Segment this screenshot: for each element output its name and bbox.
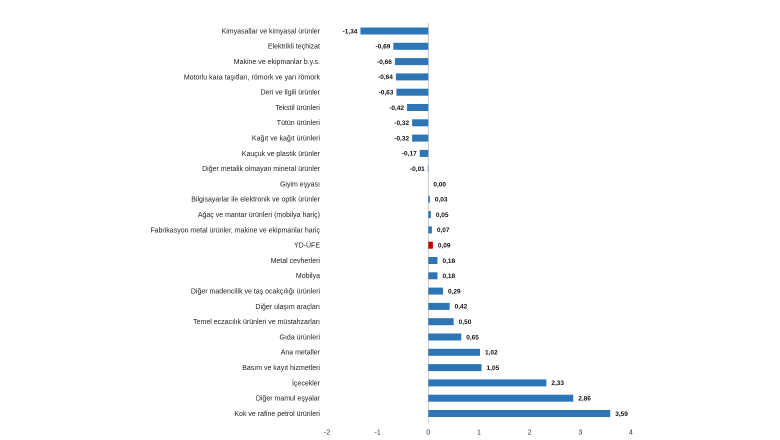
value-label: -0,63 [379,90,394,97]
category-label: Mobilya [296,273,320,280]
value-label: 0,18 [442,258,455,265]
bar-12 [428,195,430,203]
x-tick-label: 2 [528,430,532,437]
value-label: -0,42 [389,105,404,112]
category-label: Deri ve ilgili ürünler [260,90,320,97]
bar-4 [395,73,429,81]
category-label: Fabrikasyon metal ürünler, makine ve eki… [150,227,320,234]
bar-8 [412,134,429,142]
category-label: Giyim eşyası [280,181,320,188]
x-tick-label: -2 [324,430,330,437]
category-label: Ağaç ve mantar ürünleri (mobilya hariç) [198,212,320,219]
category-label: Gıda ürünleri [280,334,321,341]
bar-9 [419,149,429,157]
x-tick-label: -1 [375,430,381,437]
value-label: 0,03 [435,197,448,204]
value-label: -0,01 [410,166,425,173]
category-label: Makine ve ekipmanlar b.y.s. [234,59,320,66]
bar-5 [396,88,429,96]
value-label: 2,86 [578,396,591,403]
bar-13 [428,211,431,219]
category-label: Kağıt ve kağıt ürünleri [252,136,321,143]
value-label: -1,34 [343,28,358,35]
bar-21 [428,333,462,341]
category-label: Ana metaller [281,350,321,357]
value-label: -0,69 [376,44,391,51]
value-label: -0,17 [402,151,417,158]
bar-14 [428,226,432,234]
category-label: Kok ve rafine petrol ürünleri [234,411,320,418]
value-label: 0,50 [459,319,472,326]
value-label: 0,29 [448,288,461,295]
value-label: 0,42 [455,304,468,311]
category-labels-group: Kimyasallar ve kimyasal ürünler Elektrikl… [150,28,321,418]
x-tick-label: 1 [477,430,481,437]
bar-15 [428,241,433,249]
category-label: Diğer metalik olmayan mineral ürünler [202,166,321,173]
bar-26 [428,410,611,417]
value-label: -0,32 [394,120,409,127]
category-label: Kauçuk ve plastik ürünler [242,151,321,158]
bar-23 [428,364,482,372]
category-label: Kimyasallar ve kimyasal ürünler [222,28,321,35]
value-label: 0,00 [433,181,446,188]
category-label: Tekstil ürünleri [275,105,320,112]
category-label: YD-ÜFE [294,242,320,250]
x-tick-labels-group: -2 -1 0 1 2 3 4 [324,430,633,437]
bar-20 [428,318,454,326]
value-label: 1,05 [487,365,500,372]
value-label: -0,66 [377,59,392,66]
category-label: Tütün ürünleri [277,120,321,127]
bar-17 [428,272,438,280]
category-label: Elektrikli teçhizat [268,44,320,51]
value-label: 0,18 [442,273,455,280]
bar-24 [428,379,547,387]
bar-22 [428,348,481,356]
category-label: Metal cevherleri [271,258,321,265]
category-label: Diğer mamul eşyalar [256,396,321,403]
category-label: İçecekler [292,378,321,387]
bars-group [360,27,611,417]
bar-19 [428,302,450,310]
category-label: Motorlu kara taşıtları, römork ve yarı r… [184,74,321,81]
value-label: -0,32 [394,135,409,142]
bar-2 [393,42,429,50]
value-label: 0,07 [437,227,450,234]
value-label: 2,33 [551,380,564,387]
bar-25 [428,394,574,402]
bar-10 [427,165,429,173]
value-label: 0,65 [466,334,479,341]
category-label: Basım ve kayıt hizmetleri [242,365,320,372]
bar-18 [428,287,444,295]
value-label: 0,05 [436,212,449,219]
category-label: Temel eczacılık ürünleri ve müstahzarlar… [193,319,320,326]
category-label: Diğer madencilik ve taş ocakçılığı ürünl… [191,289,321,296]
bar-6 [407,104,429,111]
value-labels-group: -1,34 -0,69 -0,66 -0,64 -0,63 -0,42 -0,32 -0,32… [343,28,629,418]
value-label: 3,59 [615,411,628,418]
x-tick-label: 3 [578,430,582,437]
bar-3 [394,58,429,66]
value-label: 0,09 [438,243,451,250]
x-tick-label: 0 [426,430,430,437]
x-tick-label: 4 [629,430,633,437]
category-label: Bilgisayarlar ile elektronik ve optik ür… [191,197,320,204]
value-label: 1,02 [485,350,498,357]
value-label: -0,64 [378,74,393,81]
bar-7 [412,119,429,127]
bar-1 [360,27,429,35]
category-label: Diğer ulaşım araçları [255,304,320,311]
bar-16 [428,257,438,264]
